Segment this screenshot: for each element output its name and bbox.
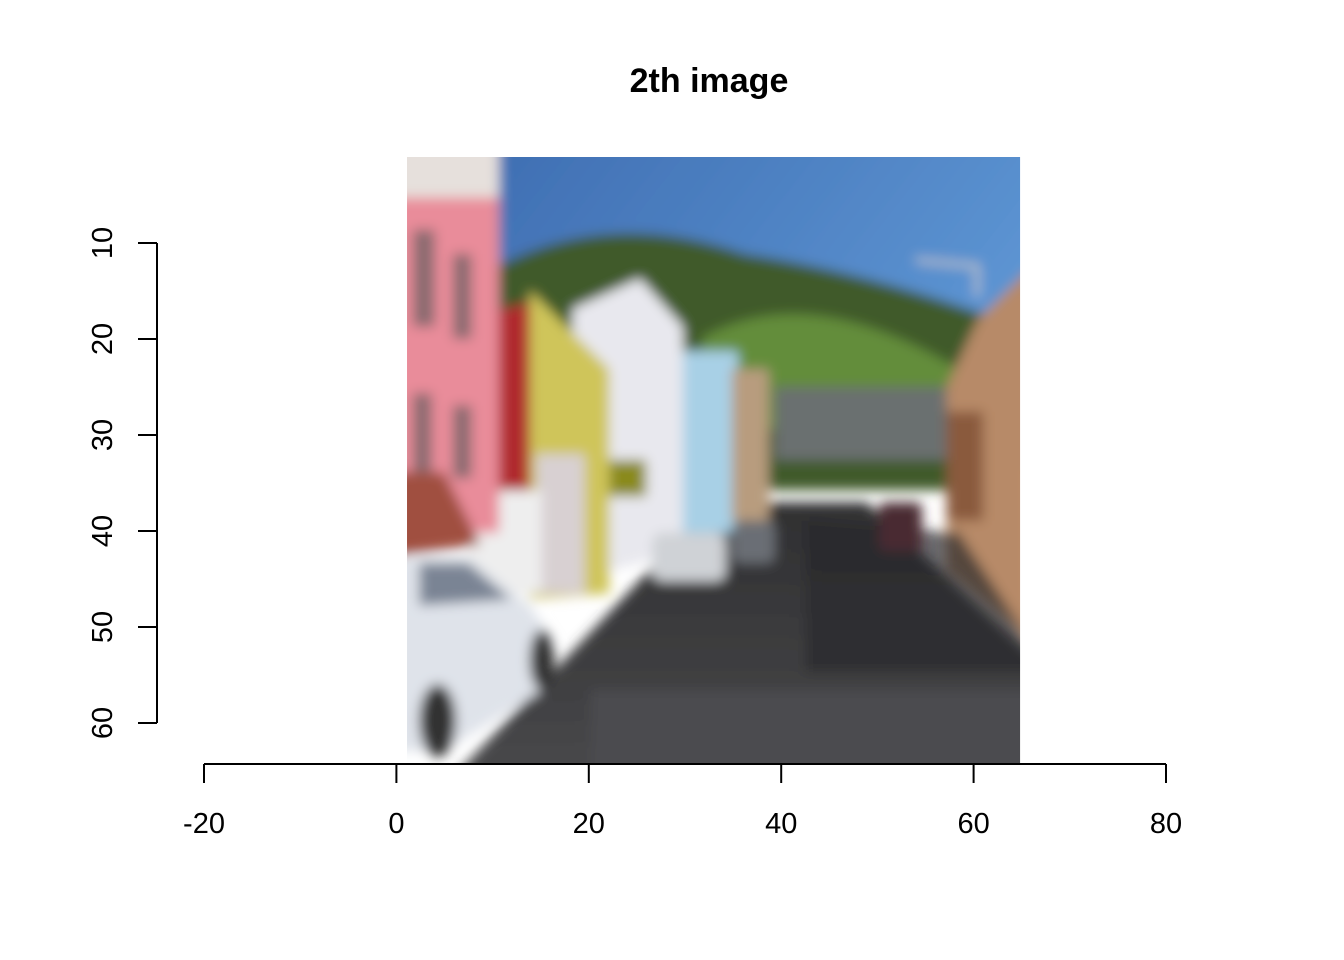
street-lamp: [915, 257, 980, 297]
x-tick-label: -20: [183, 808, 225, 840]
plotted-image: [407, 157, 1021, 763]
window: [452, 253, 472, 339]
garage-door: [535, 453, 585, 594]
x-tick-label: 60: [957, 808, 989, 840]
y-tick-label: 40: [87, 515, 119, 547]
car-wheel: [529, 629, 555, 691]
yellow-house-awning: [609, 460, 647, 497]
car-wheel: [419, 684, 457, 757]
y-tick-label: 50: [87, 611, 119, 643]
x-tick-label: 0: [388, 808, 404, 840]
tan-house: [731, 369, 769, 521]
parked-car: [652, 532, 726, 582]
y-axis: 10 20 30 40 50 60: [87, 227, 158, 739]
y-tick-label: 60: [87, 707, 119, 739]
y-tick-label: 10: [87, 227, 119, 259]
x-axis: -20 0 20 40 60 80: [183, 763, 1182, 840]
x-tick-label: 80: [1150, 808, 1182, 840]
window: [413, 229, 435, 327]
pink-house-parapet: [407, 157, 499, 198]
parked-car: [731, 520, 775, 564]
x-tick-label: 20: [573, 808, 605, 840]
x-tick-label: 40: [765, 808, 797, 840]
road-shadow: [805, 520, 1021, 673]
distant-car: [879, 502, 922, 551]
distant-town: [774, 387, 959, 460]
window: [413, 393, 432, 473]
chart-title: 2th image: [630, 62, 789, 100]
y-tick-label: 30: [87, 419, 119, 451]
right-facade: [946, 411, 984, 521]
y-tick-label: 20: [87, 323, 119, 355]
road-foreground: [590, 690, 1021, 763]
stairs: [407, 472, 481, 555]
window: [452, 405, 472, 479]
blue-house: [676, 350, 739, 533]
car-windshield: [419, 563, 512, 606]
